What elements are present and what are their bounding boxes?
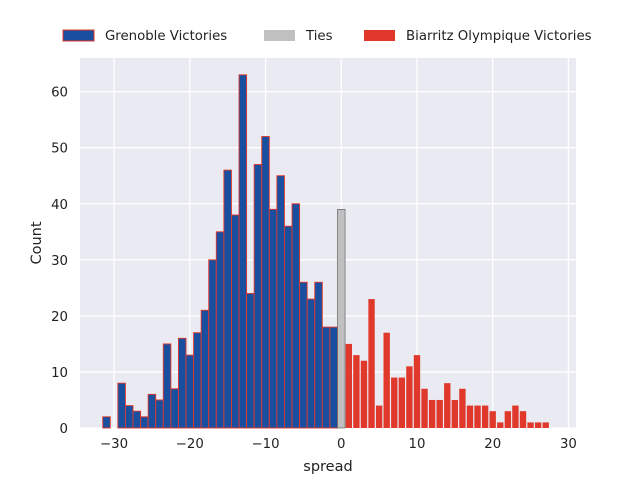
bar xyxy=(383,332,390,428)
legend: Grenoble Victories Ties Biarritz Olympique… xyxy=(62,29,592,44)
bar xyxy=(223,169,232,429)
bar xyxy=(155,399,164,429)
bar xyxy=(268,208,278,429)
y-tick-label: 20 xyxy=(51,310,68,325)
x-tick-label: −10 xyxy=(251,437,279,452)
bar xyxy=(413,355,421,428)
bar xyxy=(170,388,179,429)
bar xyxy=(117,382,126,429)
bar xyxy=(375,405,383,428)
x-tick-label: −20 xyxy=(176,437,204,452)
legend-label: Ties xyxy=(305,29,333,44)
y-tick-label: 50 xyxy=(51,142,68,157)
bar xyxy=(253,164,263,429)
bar xyxy=(231,214,240,429)
bar xyxy=(306,298,316,429)
bar xyxy=(497,422,504,428)
bar xyxy=(527,422,534,428)
bar xyxy=(542,422,549,428)
x-tick-label: 0 xyxy=(337,437,345,452)
bar xyxy=(208,259,217,429)
bar xyxy=(481,405,489,428)
bar xyxy=(368,299,375,428)
bar xyxy=(238,74,248,429)
bar xyxy=(519,411,527,428)
bar xyxy=(276,175,285,429)
x-tick-label: −30 xyxy=(100,437,128,452)
bar xyxy=(200,309,210,429)
legend-label: Biarritz Olympique Victories xyxy=(406,29,592,44)
legend-label: Grenoble Victories xyxy=(105,29,227,44)
bar xyxy=(421,388,428,428)
y-tick-label: 40 xyxy=(51,198,68,213)
bar xyxy=(504,411,512,428)
x-tick-label: 10 xyxy=(409,437,426,452)
y-axis-ticks: 0 10 20 30 40 50 60 xyxy=(51,86,68,437)
y-tick-label: 0 xyxy=(60,422,68,437)
bars xyxy=(102,74,549,429)
bar xyxy=(337,209,346,429)
y-tick-label: 30 xyxy=(51,254,68,269)
bar xyxy=(185,354,195,429)
bar xyxy=(329,326,338,429)
bar xyxy=(284,225,293,429)
bar xyxy=(215,231,225,429)
bar xyxy=(459,388,466,428)
bar xyxy=(177,337,187,429)
bar xyxy=(246,293,255,429)
bar xyxy=(436,399,443,428)
bar xyxy=(291,203,301,429)
legend-swatch xyxy=(264,30,295,41)
bar xyxy=(360,360,368,428)
bar xyxy=(512,405,519,428)
bar xyxy=(428,399,436,428)
bar xyxy=(406,366,413,428)
bar xyxy=(193,332,202,429)
bar xyxy=(444,383,451,428)
bar xyxy=(451,399,459,428)
x-tick-label: 30 xyxy=(560,437,577,452)
y-tick-label: 60 xyxy=(51,86,68,101)
bar xyxy=(489,411,496,428)
bar xyxy=(345,343,353,428)
bar xyxy=(132,410,142,429)
legend-swatch xyxy=(62,29,95,42)
bar xyxy=(299,281,308,429)
bar xyxy=(147,393,157,429)
bar xyxy=(140,416,149,429)
x-axis-ticks: −30 −20 −10 0 10 20 30 xyxy=(100,437,577,452)
x-tick-label: 20 xyxy=(484,437,501,452)
bar xyxy=(124,405,134,429)
bar xyxy=(314,281,323,429)
bar xyxy=(474,405,481,428)
bar xyxy=(162,343,172,429)
bar xyxy=(391,377,398,428)
bar xyxy=(261,136,270,429)
bar xyxy=(353,355,360,428)
bar xyxy=(466,405,474,428)
bar xyxy=(321,326,331,429)
bar xyxy=(398,377,406,428)
bar xyxy=(102,416,111,429)
x-axis-label: spread xyxy=(303,459,352,475)
y-axis-label: Count xyxy=(29,221,45,264)
legend-swatch xyxy=(364,30,395,41)
y-tick-label: 10 xyxy=(51,366,68,381)
bar xyxy=(534,422,542,428)
